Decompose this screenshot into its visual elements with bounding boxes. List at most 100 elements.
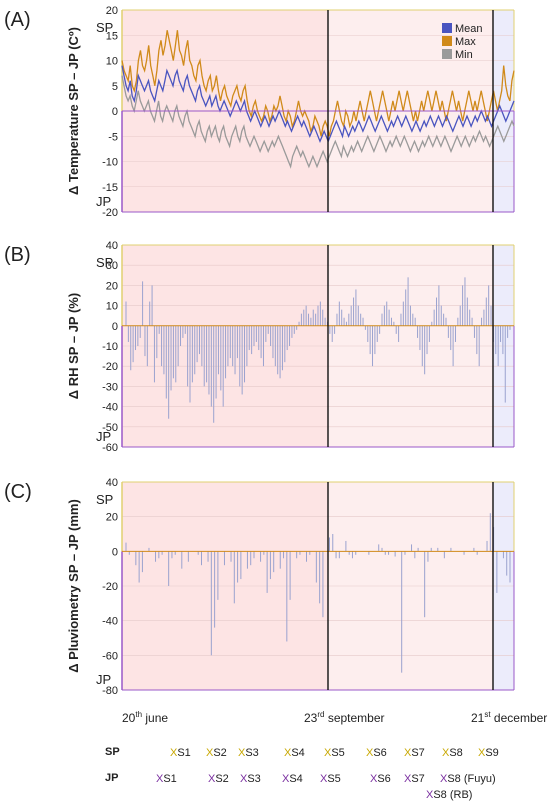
session-sp-1: XS1 — [170, 747, 191, 759]
y-tick-label: 40 — [106, 477, 118, 489]
jp-label: JP — [96, 672, 111, 687]
session-label: S8 (Fuyu) — [447, 773, 496, 785]
session-mark: X — [206, 747, 214, 759]
session-jp-1: XS1 — [156, 773, 177, 785]
sp-label: SP — [96, 20, 113, 35]
session-label: S6 — [377, 773, 391, 785]
y-tick-label: 15 — [106, 30, 118, 42]
session-sp-4: XS4 — [284, 747, 305, 759]
session-mark: X — [442, 747, 450, 759]
session-sp-3: XS3 — [238, 747, 259, 759]
session-mark: X — [208, 773, 216, 785]
session-jp-8: XS8 (Fuyu) — [440, 773, 496, 785]
date-month: december — [491, 711, 548, 725]
session-mark: X — [282, 773, 290, 785]
y-tick-label: 5 — [112, 81, 118, 93]
session-label: S7 — [411, 747, 425, 759]
panel-letter: (A) — [4, 9, 31, 31]
date-day: 21 — [471, 711, 485, 725]
sp-label: SP — [96, 255, 113, 270]
session-jp-9: XS8 (RB) — [426, 789, 472, 801]
jp-label: JP — [96, 429, 111, 444]
session-jp-3: XS3 — [240, 773, 261, 785]
session-label: S1 — [163, 773, 177, 785]
session-mark: X — [240, 773, 248, 785]
y-tick-label: 10 — [106, 56, 118, 68]
y-tick-label: -20 — [102, 581, 118, 593]
y-tick-label: 20 — [106, 5, 118, 17]
session-mark: X — [156, 773, 164, 785]
date-day: 20 — [122, 711, 136, 725]
y-axis-label: Δ Pluviometry SP – JP (mm) — [66, 499, 81, 673]
panel-relative-humidity: 40 30 20 10 0 -10 -20 -30 -40 -50 -60 SP JP (B) Δ RH S… — [4, 240, 515, 454]
x-date-label: 20th june — [122, 710, 168, 725]
date-month: june — [142, 711, 168, 725]
y-tick-label: -30 — [102, 381, 118, 393]
legend-label: Mean — [455, 23, 483, 35]
date-suffix: rd — [317, 710, 324, 719]
date-suffix: th — [135, 710, 142, 719]
legend-swatch — [442, 36, 452, 46]
y-tick-label: 20 — [106, 280, 118, 292]
session-mark: X — [170, 747, 178, 759]
y-tick-label: -40 — [102, 616, 118, 628]
y-axis-label: Δ Temperature SP – JP (Cº) — [66, 27, 81, 195]
session-label: S2 — [213, 747, 227, 759]
y-tick-label: -50 — [102, 422, 118, 434]
session-label: S2 — [215, 773, 229, 785]
sp-label: SP — [96, 492, 113, 507]
session-sp-6: XS6 — [366, 747, 387, 759]
legend-swatch — [442, 23, 452, 33]
y-tick-label: -40 — [102, 402, 118, 414]
session-label: S6 — [373, 747, 387, 759]
session-sp-2: XS2 — [206, 747, 227, 759]
x-date-label: 21st december — [471, 710, 547, 725]
session-mark: X — [426, 789, 434, 801]
y-tick-label: 0 — [112, 546, 118, 558]
jp-row-label: JP — [105, 772, 119, 784]
legend-label: Max — [455, 36, 476, 48]
session-mark: X — [238, 747, 246, 759]
session-label: S8 — [449, 747, 463, 759]
y-tick-label: -60 — [102, 442, 118, 454]
legend-swatch — [442, 49, 452, 59]
session-jp-2: XS2 — [208, 773, 229, 785]
x-date-label: 23rd september — [304, 710, 385, 725]
y-tick-label: 10 — [106, 301, 118, 313]
session-mark: X — [324, 747, 332, 759]
session-label: S9 — [485, 747, 499, 759]
session-label: S5 — [327, 773, 341, 785]
panel-letter: (C) — [4, 481, 32, 503]
y-tick-label: -10 — [102, 157, 118, 169]
date-axis: 20th june 23rd september 21st december — [122, 710, 547, 725]
session-label: S8 (RB) — [433, 789, 473, 801]
session-jp-6: XS6 — [370, 773, 391, 785]
date-month: september — [324, 711, 384, 725]
session-sp-7: XS7 — [404, 747, 425, 759]
series-line-min — [121, 75, 515, 169]
series-line-max — [121, 30, 515, 137]
session-mark: X — [404, 747, 412, 759]
session-sp-8: XS8 — [442, 747, 463, 759]
y-tick-label: -20 — [102, 361, 118, 373]
date-suffix: st — [484, 710, 491, 719]
session-mark: X — [404, 773, 412, 785]
y-tick-label: -20 — [102, 207, 118, 219]
session-jp-7: XS7 — [404, 773, 425, 785]
session-label: S4 — [291, 747, 305, 759]
panel-temperature: 20 15 10 5 0 -5 -10 -15 -20 SP JP (A) Δ Temperature … — [4, 5, 515, 219]
y-tick-label: -10 — [102, 341, 118, 353]
session-label: S3 — [247, 773, 261, 785]
date-day: 23 — [304, 711, 318, 725]
session-label: S1 — [177, 747, 191, 759]
session-label: S5 — [331, 747, 345, 759]
y-tick-label: 20 — [106, 512, 118, 524]
session-mark: X — [320, 773, 328, 785]
y-tick-label: -80 — [102, 685, 118, 697]
legend-label: Min — [455, 49, 473, 61]
session-label: S7 — [411, 773, 425, 785]
y-tick-label: -5 — [108, 131, 118, 143]
y-axis-label: Δ RH SP – JP (%) — [66, 293, 81, 399]
